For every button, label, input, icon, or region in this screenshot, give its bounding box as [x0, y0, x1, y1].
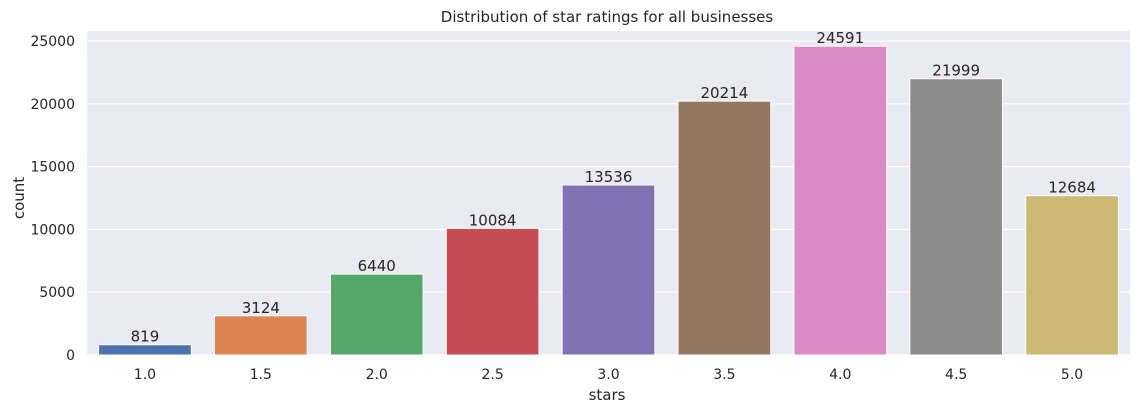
chart-title: Distribution of star ratings for all bus… — [441, 8, 774, 26]
y-tick-label: 10000 — [30, 222, 75, 238]
bar-value-label: 12684 — [1048, 179, 1096, 197]
bar — [213, 315, 308, 356]
bars — [98, 45, 1119, 356]
bar — [909, 78, 1004, 356]
y-tick-label: 20000 — [30, 97, 75, 113]
x-axis-title: stars — [589, 386, 626, 404]
x-tick-label: 4.5 — [945, 367, 967, 383]
x-tick-label: 4.0 — [829, 367, 851, 383]
bar-value-label: 20214 — [701, 84, 749, 102]
bar-value-label: 24591 — [816, 29, 864, 47]
y-tick-label: 5000 — [39, 285, 75, 301]
bar-value-label: 13536 — [585, 168, 633, 186]
x-tick-label: 3.0 — [597, 367, 619, 383]
y-axis-ticks: 0 5000 10000 15000 20000 25000 — [30, 34, 75, 364]
x-tick-label: 2.0 — [366, 367, 388, 383]
bar-value-label: 3124 — [242, 299, 280, 317]
bar-value-label: 819 — [131, 328, 160, 346]
data-labels: 819 3124 6440 10084 13536 20214 24591 21999 1268… — [131, 29, 1096, 346]
bar — [793, 45, 888, 356]
x-tick-label: 2.5 — [481, 367, 503, 383]
y-tick-label: 0 — [66, 348, 75, 364]
bar-value-label: 10084 — [469, 211, 517, 229]
x-axis-ticks: 1.0 1.5 2.0 2.5 3.0 3.5 4.0 4.5 5.0 — [134, 367, 1083, 383]
x-tick-label: 1.5 — [250, 367, 272, 383]
bar-value-label: 21999 — [932, 62, 980, 80]
x-tick-label: 3.5 — [713, 367, 735, 383]
y-tick-label: 15000 — [30, 160, 75, 176]
bar — [329, 273, 424, 356]
bar — [98, 344, 192, 356]
bar — [561, 184, 656, 356]
y-tick-label: 25000 — [30, 34, 75, 50]
x-tick-label: 1.0 — [134, 367, 156, 383]
bar — [445, 227, 540, 356]
bar — [1025, 195, 1119, 356]
bar — [677, 100, 772, 356]
bar-value-label: 6440 — [358, 257, 396, 275]
y-axis-title: count — [10, 177, 28, 219]
x-tick-label: 5.0 — [1061, 367, 1083, 383]
